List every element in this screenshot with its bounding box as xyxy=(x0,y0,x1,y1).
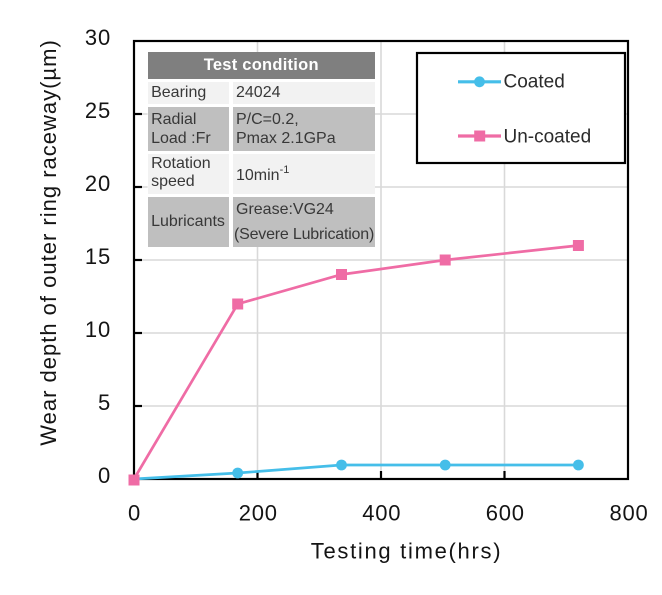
svg-text:Testing time(hrs): Testing time(hrs) xyxy=(311,539,503,564)
svg-text:200: 200 xyxy=(239,501,278,526)
svg-text:0: 0 xyxy=(128,501,141,526)
svg-text:600: 600 xyxy=(486,501,525,526)
svg-text:15: 15 xyxy=(85,244,111,269)
svg-text:0: 0 xyxy=(98,463,111,488)
svg-text:400: 400 xyxy=(362,501,401,526)
svg-text:Un-coated: Un-coated xyxy=(504,127,592,148)
svg-text:20: 20 xyxy=(85,171,111,196)
svg-text:10: 10 xyxy=(85,317,111,342)
svg-text:800: 800 xyxy=(609,501,648,526)
svg-text:Coated: Coated xyxy=(504,72,565,93)
svg-text:5: 5 xyxy=(98,390,111,415)
svg-text:25: 25 xyxy=(85,98,111,123)
svg-text:30: 30 xyxy=(85,25,111,50)
svg-text:Wear depth of outer ring racew: Wear depth of outer ring raceway(µm) xyxy=(36,39,61,446)
